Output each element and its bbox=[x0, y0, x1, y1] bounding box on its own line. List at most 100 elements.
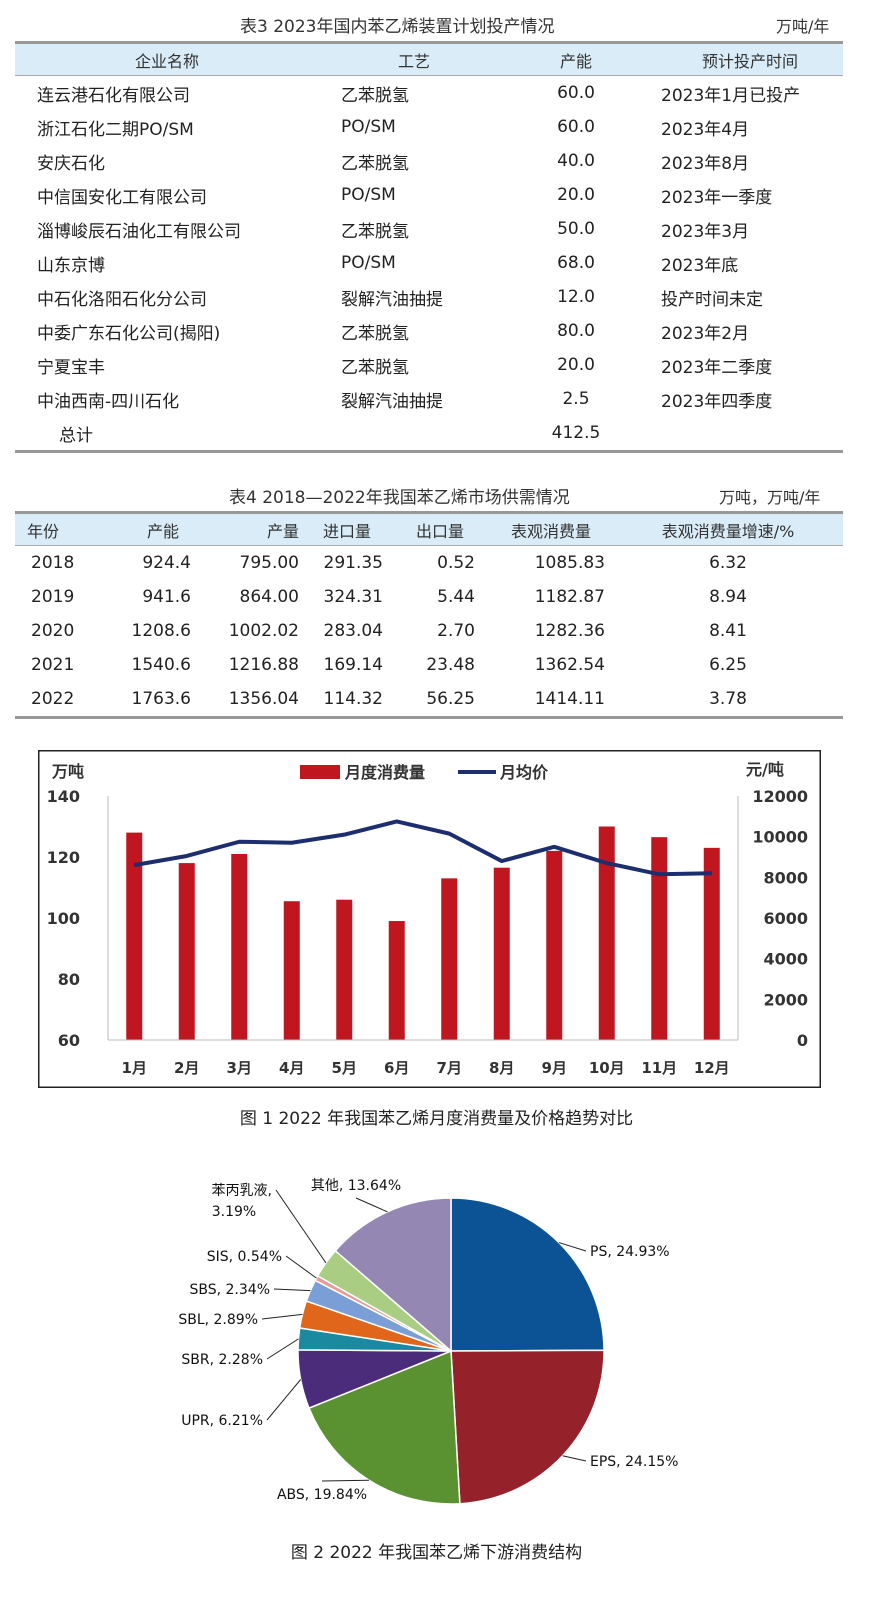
table3-row: 中委广东石化公司(揭阳) 乙苯脱氢 80.0 2023年2月 bbox=[15, 314, 843, 348]
right-tick-label: 4000 bbox=[763, 950, 808, 969]
figure1: 1月 2月 3月 4月 5月 6月 7月 8月 9月 10月 11月 12月 60 80 100 120 140… bbox=[38, 750, 821, 1092]
pie-label: SBS, 2.34% bbox=[189, 1282, 270, 1298]
table4-cell-year: 2022 bbox=[15, 682, 113, 719]
table3-cell-company: 山东京博 bbox=[37, 255, 105, 276]
table4-cell-output: 1356.04 bbox=[203, 682, 303, 719]
table4-cell-import: 324.31 bbox=[323, 587, 383, 607]
table4-header-import: 进口量 bbox=[303, 511, 391, 546]
table3-cell-process: 裂解汽油抽提 bbox=[341, 391, 443, 412]
table4-header-consumption: 表观消费量 bbox=[489, 511, 613, 546]
pie-label: UPR, 6.21% bbox=[181, 1413, 263, 1429]
table4-header-output: 产量 bbox=[203, 511, 303, 546]
table4-grid: 年份 产能 产量 进口量 出口量 表观消费量 表观消费量增速/% 2018 924.4 795.… bbox=[15, 511, 843, 719]
table4-cell-growth: 6.32 bbox=[709, 553, 747, 573]
table4-cell-import: 114.32 bbox=[303, 682, 391, 719]
pie-label: PS, 24.93% bbox=[590, 1244, 670, 1260]
price-point bbox=[606, 862, 608, 864]
pie-leader-line bbox=[285, 1255, 317, 1279]
right-tick-label: 10000 bbox=[752, 828, 808, 847]
bar-3月 bbox=[231, 853, 248, 1040]
table4-header-year: 年份 bbox=[15, 511, 113, 546]
legend-bar-swatch bbox=[300, 765, 340, 779]
x-tick-label: 5月 bbox=[332, 1059, 357, 1077]
table3-grid: 企业名称 工艺 产能 预计投产时间 连云港石化有限公司 乙苯脱氢 60.0 2023年… bbox=[15, 41, 843, 453]
table3-total-spacer bbox=[643, 416, 843, 453]
table4-cell-import: 291.35 bbox=[323, 553, 383, 573]
figure2-chart: PS, 24.93% EPS, 24.15% ABS, 19.84% UPR, 6.2… bbox=[178, 1178, 678, 1505]
table4-cell-output: 1216.88 bbox=[228, 655, 299, 675]
table3-cell-time: 2023年四季度 bbox=[661, 391, 773, 412]
table3-total-spacer bbox=[319, 416, 509, 453]
table3-cell-capacity: 20.0 bbox=[557, 355, 595, 375]
table3-cell-process: PO/SM bbox=[341, 117, 396, 137]
table3-cell-time: 2023年1月已投产 bbox=[661, 85, 801, 106]
table3-cell-capacity: 20.0 bbox=[557, 185, 595, 205]
table3-cell-process: 裂解汽油抽提 bbox=[341, 289, 443, 310]
table3-cell-time: 投产时间未定 bbox=[661, 289, 763, 310]
price-point bbox=[343, 834, 345, 836]
pie-label: ABS, 19.84% bbox=[277, 1487, 367, 1503]
pie-slice bbox=[308, 1349, 461, 1505]
table4-cell-growth: 8.94 bbox=[709, 587, 747, 607]
table4-cell-growth: 6.25 bbox=[709, 655, 747, 675]
pie-leader-line bbox=[273, 1288, 311, 1292]
pie-leader-line bbox=[355, 1197, 388, 1213]
pie-label-line2: 3.19% bbox=[212, 1204, 256, 1220]
table3-cell-time: 2023年底 bbox=[661, 255, 739, 276]
left-axis-unit: 万吨 bbox=[51, 762, 84, 781]
table3-cell-process: PO/SM bbox=[341, 185, 396, 205]
table4-header-growth: 表观消费量增速/% bbox=[613, 511, 843, 546]
table3-total-row: 总计 412.5 bbox=[15, 416, 843, 453]
table3-cell-time: 2023年8月 bbox=[661, 153, 750, 174]
table3-cell-company: 中油西南-四川石化 bbox=[37, 391, 180, 412]
table4-header-capacity: 产能 bbox=[113, 511, 203, 546]
table3-row: 中信国安化工有限公司 PO/SM 20.0 2023年一季度 bbox=[15, 178, 843, 212]
table4-row: 2022 1763.6 1356.04 114.32 56.25 1414.11 3.78 bbox=[15, 682, 843, 719]
table3-cell-time: 2023年3月 bbox=[661, 221, 750, 242]
table4-cell-capacity: 1763.6 bbox=[113, 682, 203, 719]
table4-row: 2020 1208.6 1002.02 283.04 2.70 1282.36 8.41 bbox=[15, 614, 843, 648]
figure1-chart: 1月 2月 3月 4月 5月 6月 7月 8月 9月 10月 11月 12月 60 80 100 120 140… bbox=[38, 750, 821, 1088]
table3-cell-company: 宁夏宝丰 bbox=[37, 357, 105, 378]
left-tick-label: 140 bbox=[47, 787, 80, 806]
x-tick-label: 10月 bbox=[589, 1059, 625, 1077]
price-point bbox=[658, 873, 660, 875]
pie-label: 苯丙乳液, bbox=[212, 1182, 272, 1199]
table4-cell-year: 2020 bbox=[31, 621, 75, 641]
table4-cell-year: 2018 bbox=[31, 553, 75, 573]
table4-cell-capacity: 924.4 bbox=[142, 553, 191, 573]
table3-row: 浙江石化二期PO/SM PO/SM 60.0 2023年4月 bbox=[15, 110, 843, 144]
bar-2月 bbox=[178, 863, 195, 1040]
x-tick-label: 3月 bbox=[227, 1059, 252, 1077]
right-tick-label: 6000 bbox=[763, 909, 808, 928]
table3-cell-company: 连云港石化有限公司 bbox=[37, 85, 190, 106]
table3-cell-process: 乙苯脱氢 bbox=[341, 221, 409, 242]
right-axis-unit: 元/吨 bbox=[746, 760, 784, 779]
table4-cell-consumption: 1362.54 bbox=[534, 655, 605, 675]
table4-cell-output: 1002.02 bbox=[228, 621, 299, 641]
table3-cell-company: 中石化洛阳石化分公司 bbox=[37, 289, 207, 310]
table4-cell-growth: 8.41 bbox=[709, 621, 747, 641]
left-tick-label: 120 bbox=[47, 848, 80, 867]
table4-cell-export: 56.25 bbox=[391, 682, 489, 719]
figure2: PS, 24.93% EPS, 24.15% ABS, 19.84% UPR, 6.2… bbox=[160, 1166, 700, 1522]
table4-row: 2021 1540.6 1216.88 169.14 23.48 1362.54 6.25 bbox=[15, 648, 843, 682]
table3-row: 中油西南-四川石化 裂解汽油抽提 2.5 2023年四季度 bbox=[15, 382, 843, 416]
table4-cell-export: 0.52 bbox=[437, 553, 475, 573]
table3-cell-company: 淄博峻辰石油化工有限公司 bbox=[37, 221, 241, 242]
pie-slice bbox=[450, 1349, 605, 1505]
x-tick-label: 7月 bbox=[437, 1059, 462, 1077]
bar-8月 bbox=[493, 867, 510, 1040]
table3-row: 宁夏宝丰 乙苯脱氢 20.0 2023年二季度 bbox=[15, 348, 843, 382]
table4-cell-growth: 3.78 bbox=[613, 682, 843, 719]
table4-row: 2018 924.4 795.00 291.35 0.52 1085.83 6.32 bbox=[15, 546, 843, 581]
table3-cell-process: 乙苯脱氢 bbox=[341, 153, 409, 174]
table3-cell-capacity: 40.0 bbox=[557, 151, 595, 171]
table3-cell-process: 乙苯脱氢 bbox=[341, 85, 409, 106]
table4-cell-output: 864.00 bbox=[239, 587, 299, 607]
table4-cell-import: 283.04 bbox=[323, 621, 383, 641]
table3-cell-capacity: 68.0 bbox=[557, 253, 595, 273]
pie-leader-line bbox=[261, 1313, 303, 1320]
bar-6月 bbox=[388, 921, 405, 1040]
table3-cell-capacity: 60.0 bbox=[557, 117, 595, 137]
